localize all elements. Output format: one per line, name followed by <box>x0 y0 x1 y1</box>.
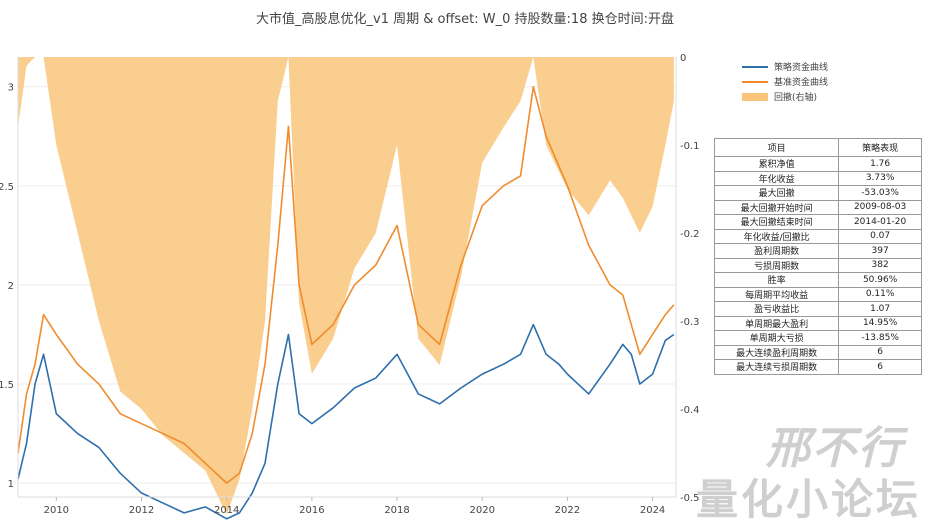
y-left-tick-label: 3 <box>8 83 14 94</box>
chart-legend: 策略资金曲线 基准资金曲线 回撤(右轴) <box>742 59 828 104</box>
stats-table: 项目 策略表现 累积净值 1.76 年化收益 3.73% 最大回撤 -53.03% 最… <box>713 138 922 375</box>
y-right-tick-label: -0.1 <box>680 141 700 152</box>
stats-header-value: 策略表现 <box>838 138 922 157</box>
stats-label: 最大回撤开始时间 <box>713 199 840 215</box>
watermark-line1: 邢不行 <box>766 423 904 474</box>
stats-row: 年化收益 3.73% <box>713 170 922 186</box>
stats-label: 胜率 <box>713 272 840 288</box>
stats-value: 382 <box>838 257 922 273</box>
stats-row: 最大回撤结束时间 2014-01-20 <box>713 214 922 230</box>
stats-label: 最大连续亏损周期数 <box>713 359 840 375</box>
stats-value: 6 <box>838 359 922 375</box>
stats-row: 盈利周期数 397 <box>713 243 922 259</box>
legend-label-strategy: 策略资金曲线 <box>774 63 829 73</box>
stats-label: 每周期平均收益 <box>713 286 840 302</box>
y-left-tick-label: 2 <box>8 281 14 292</box>
y-left-tick-label: 1.5 <box>0 380 14 391</box>
stats-row: 最大回撤 -53.03% <box>713 185 922 201</box>
legend-swatch-strategy <box>742 65 768 68</box>
stats-label: 亏损周期数 <box>713 257 840 273</box>
y-right-tick-label: -0.2 <box>680 229 700 240</box>
legend-item-strategy[interactable]: 策略资金曲线 <box>742 59 828 74</box>
stats-value: 14.95% <box>838 315 922 331</box>
x-tick-label: 2020 <box>469 505 494 516</box>
legend-swatch-benchmark <box>742 80 768 83</box>
y-right-tick-label: -0.5 <box>680 493 700 504</box>
stats-label: 最大回撤 <box>713 185 840 201</box>
benchmark-line <box>17 85 675 484</box>
stats-row: 累积净值 1.76 <box>713 156 922 172</box>
stats-row: 单周期最大盈利 14.95% <box>713 315 922 331</box>
stats-value: 50.96% <box>838 272 922 288</box>
y-right-tick-label: 0 <box>680 53 686 64</box>
stats-row: 每周期平均收益 0.11% <box>713 286 922 302</box>
stats-value: 1.07 <box>838 301 922 317</box>
y-left-tick-label: 1 <box>8 479 14 490</box>
stats-row: 最大连续盈利周期数 6 <box>713 344 922 360</box>
stats-header-row: 项目 策略表现 <box>713 138 922 157</box>
y-left-tick-label: 2.5 <box>0 182 14 193</box>
stats-row: 年化收益/回撤比 0.07 <box>713 228 922 244</box>
stats-value: 3.73% <box>838 170 922 186</box>
stats-label: 最大连续盈利周期数 <box>713 344 840 360</box>
legend-item-benchmark[interactable]: 基准资金曲线 <box>742 74 828 89</box>
stats-row: 亏损周期数 382 <box>713 257 922 273</box>
stats-value: 0.11% <box>838 286 922 302</box>
strategy-line <box>17 323 675 520</box>
stats-value: 6 <box>838 344 922 360</box>
stats-label: 年化收益 <box>713 170 840 186</box>
x-tick-label: 2014 <box>214 505 239 516</box>
stats-label: 累积净值 <box>713 156 840 172</box>
stats-row: 胜率 50.96% <box>713 272 922 288</box>
y-right-tick-label: -0.3 <box>680 317 700 328</box>
stats-header-item: 项目 <box>713 138 840 157</box>
legend-item-drawdown[interactable]: 回撤(右轴) <box>742 89 828 104</box>
stats-label: 盈利周期数 <box>713 243 840 259</box>
stats-value: 2009-08-03 <box>838 199 922 215</box>
stats-label: 盈亏收益比 <box>713 301 840 317</box>
stats-label: 年化收益/回撤比 <box>713 228 840 244</box>
y-right-tick-label: -0.4 <box>680 405 700 416</box>
x-tick-label: 2022 <box>555 505 580 516</box>
stats-label: 单周期最大盈利 <box>713 315 840 331</box>
chart-title: 大市值_高股息优化_v1 周期 & offset: W_0 持股数量:18 换仓… <box>256 12 674 27</box>
watermark-line2: 量化小论坛 <box>696 475 922 524</box>
stats-value: 397 <box>838 243 922 259</box>
stats-row: 最大回撤开始时间 2009-08-03 <box>713 199 922 215</box>
stats-label: 最大回撤结束时间 <box>713 214 840 230</box>
stats-label: 单周期大亏损 <box>713 330 840 346</box>
x-tick-label: 2018 <box>384 505 409 516</box>
stats-row: 单周期大亏损 -13.85% <box>713 330 922 346</box>
legend-label-benchmark: 基准资金曲线 <box>774 78 829 88</box>
legend-label-drawdown: 回撤(右轴) <box>774 93 818 103</box>
stats-value: -13.85% <box>838 330 922 346</box>
stats-value: 1.76 <box>838 156 922 172</box>
x-tick-label: 2024 <box>640 505 665 516</box>
stats-value: -53.03% <box>838 185 922 201</box>
legend-swatch-drawdown <box>742 92 768 101</box>
x-tick-label: 2012 <box>129 505 154 516</box>
drawdown-area <box>18 57 674 515</box>
stats-row: 最大连续亏损周期数 6 <box>713 359 922 375</box>
x-tick-label: 2016 <box>299 505 324 516</box>
stats-value: 2014-01-20 <box>838 214 922 230</box>
x-tick-label: 2010 <box>44 505 69 516</box>
stats-value: 0.07 <box>838 228 922 244</box>
stats-row: 盈亏收益比 1.07 <box>713 301 922 317</box>
